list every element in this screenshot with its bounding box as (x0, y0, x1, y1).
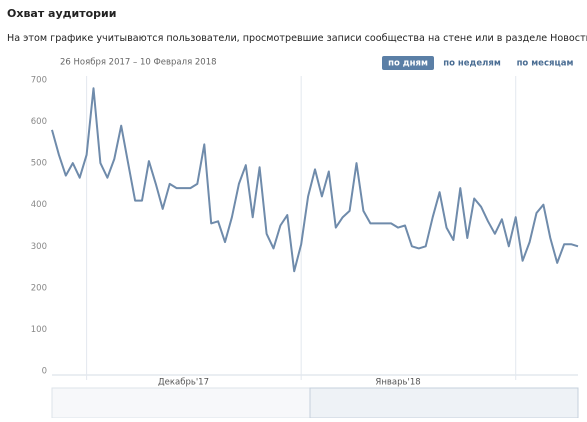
y-tick-label: 600 (31, 117, 47, 127)
x-tick-label: Январь'18 (375, 378, 420, 388)
y-tick-label: 700 (31, 76, 47, 86)
navigator-window[interactable] (309, 387, 579, 419)
period-button[interactable]: по дням (388, 59, 428, 69)
period-button[interactable]: по неделям (443, 59, 501, 69)
period-button[interactable]: по месяцам (517, 59, 574, 69)
date-range: 26 Ноября 2017 – 10 Февраля 2018 (60, 58, 217, 68)
chart-title: Охват аудитории (7, 7, 116, 20)
y-tick-label: 0 (42, 367, 47, 377)
active-button-bg[interactable] (382, 56, 434, 70)
y-tick-label: 200 (31, 283, 47, 293)
x-tick-label: Декабрь'17 (158, 378, 209, 388)
y-tick-label: 400 (31, 200, 47, 210)
y-tick-label: 300 (31, 242, 47, 252)
subtitle: На этом графике учитываются пользователи… (7, 33, 587, 44)
y-tick-label: 500 (31, 159, 47, 169)
y-tick-label: 100 (31, 325, 47, 335)
data-line (51, 87, 579, 273)
